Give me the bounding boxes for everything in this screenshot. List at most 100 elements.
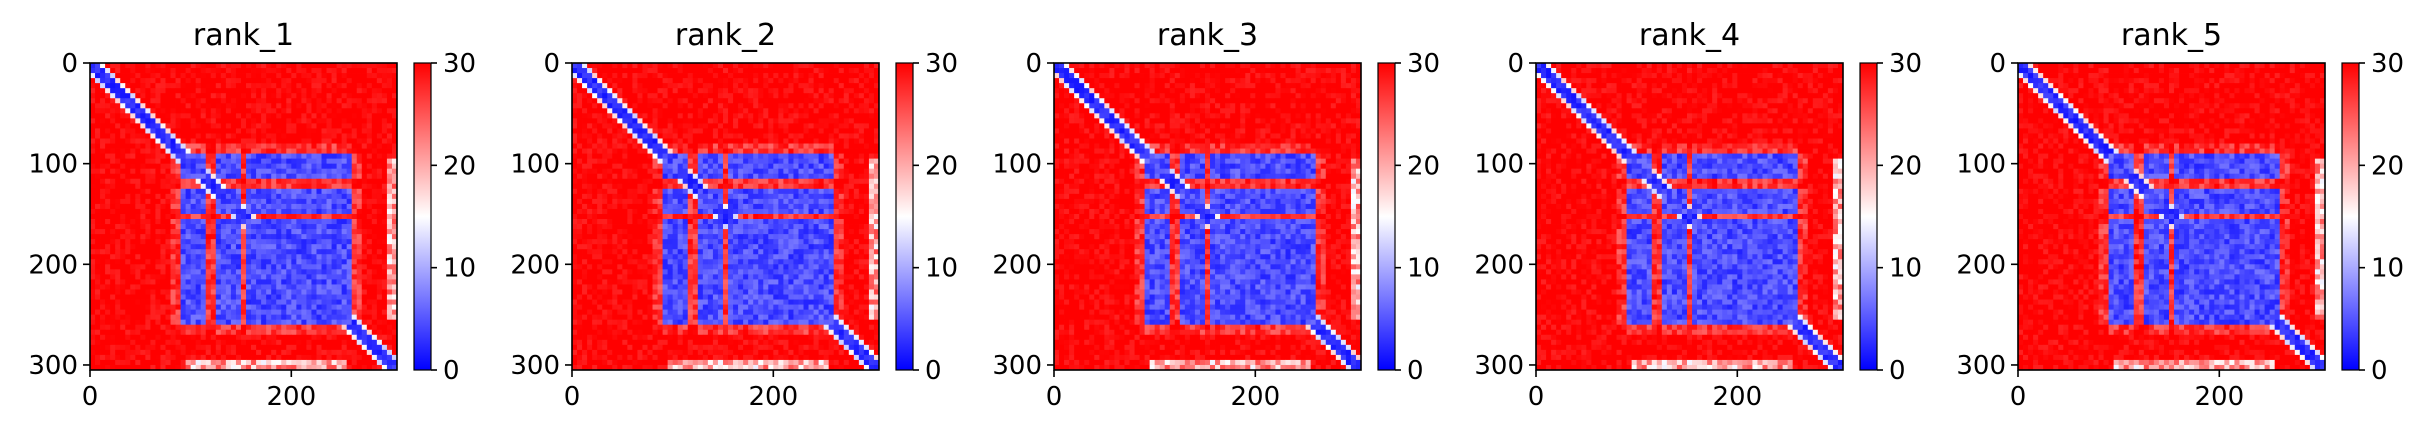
heatmap-cell (708, 73, 713, 78)
heatmap-cell (678, 103, 683, 108)
heatmap-cell (100, 284, 105, 289)
heatmap-cell (327, 169, 332, 174)
heatmap-cell (658, 108, 663, 113)
heatmap-cell (206, 133, 211, 138)
heatmap-cell (160, 295, 165, 300)
heatmap-cell (352, 144, 357, 149)
heatmap-cell (387, 345, 392, 350)
heatmap-cell (120, 289, 125, 294)
heatmap-cell (653, 103, 658, 108)
heatmap-cell (165, 68, 170, 73)
heatmap-cell (377, 345, 382, 350)
heatmap-cell (602, 133, 607, 138)
heatmap-cell (191, 350, 196, 355)
heatmap-cell (256, 310, 261, 315)
heatmap-cell (281, 284, 286, 289)
heatmap-cell (140, 209, 145, 214)
heatmap-cell (246, 98, 251, 103)
heatmap-cell (261, 320, 266, 325)
heatmap-cell (347, 144, 352, 149)
heatmap-cell (758, 98, 763, 103)
heatmap-cell (296, 360, 301, 365)
heatmap-cell (246, 244, 251, 249)
heatmap-cell (145, 174, 150, 179)
heatmap-cell (226, 83, 231, 88)
heatmap-cell (367, 123, 372, 128)
heatmap-cell (150, 259, 155, 264)
heatmap-cell (382, 159, 387, 164)
heatmap-cell (778, 88, 783, 93)
heatmap-cell (181, 279, 186, 284)
heatmap-cell (372, 149, 377, 154)
heatmap-cell (196, 128, 201, 133)
heatmap-cell (306, 93, 311, 98)
heatmap-cell (763, 103, 768, 108)
heatmap-cell (165, 274, 170, 279)
heatmap-cell (181, 340, 186, 345)
heatmap-cell (658, 118, 663, 123)
heatmap-cell (231, 325, 236, 330)
heatmap-cell (372, 335, 377, 340)
heatmap-cell (311, 154, 316, 159)
heatmap-cell (221, 78, 226, 83)
heatmap-cell (352, 340, 357, 345)
heatmap-cell (382, 310, 387, 315)
heatmap-cell (155, 123, 160, 128)
heatmap-cell (206, 68, 211, 73)
panels-container: rank_101002003000 2000102030rank_20100200… (28, 18, 2404, 412)
heatmap-cell (387, 68, 392, 73)
heatmap-cell (251, 194, 256, 199)
heatmap-cell (271, 244, 276, 249)
heatmap-cell (814, 138, 819, 143)
heatmap-cell (347, 204, 352, 209)
heatmap-cell (357, 214, 362, 219)
heatmap-cell (140, 254, 145, 259)
heatmap-cell (155, 315, 160, 320)
heatmap-cell (758, 73, 763, 78)
heatmap-cell (160, 224, 165, 229)
heatmap-cell (251, 254, 256, 259)
heatmap-cell (306, 279, 311, 284)
heatmap-cell (125, 239, 130, 244)
heatmap-cell (105, 330, 110, 335)
heatmap-cell (241, 204, 246, 209)
heatmap-cell (90, 320, 95, 325)
heatmap-cell (160, 123, 165, 128)
heatmap-cell (105, 113, 110, 118)
heatmap-cell (311, 204, 316, 209)
heatmap-cell (768, 93, 773, 98)
heatmap-cell (216, 269, 221, 274)
heatmap-cell (296, 229, 301, 234)
heatmap-cell (256, 189, 261, 194)
heatmap-cell (382, 289, 387, 294)
heatmap-cell (110, 164, 115, 169)
heatmap-cell (226, 350, 231, 355)
heatmap-cell (276, 149, 281, 154)
heatmap-cell (196, 63, 201, 68)
heatmap-cell (160, 259, 165, 264)
heatmap-cell (110, 224, 115, 229)
heatmap-cell (788, 133, 793, 138)
heatmap-cell (632, 88, 637, 93)
heatmap-cell (206, 103, 211, 108)
heatmap-cell (332, 300, 337, 305)
heatmap-cell (281, 199, 286, 204)
heatmap-cell (647, 108, 652, 113)
heatmap-cell (241, 274, 246, 279)
heatmap-cell (352, 98, 357, 103)
heatmap-cell (291, 128, 296, 133)
heatmap-cell (306, 159, 311, 164)
heatmap-cell (176, 295, 181, 300)
heatmap-cell (357, 360, 362, 365)
heatmap-cell (286, 179, 291, 184)
heatmap-cell (140, 295, 145, 300)
heatmap-cell (140, 244, 145, 249)
heatmap-cell (160, 345, 165, 350)
heatmap-cell (301, 254, 306, 259)
heatmap-cell (587, 128, 592, 133)
heatmap-cell (738, 103, 743, 108)
heatmap-cell (582, 78, 587, 83)
heatmap-cell (120, 254, 125, 259)
heatmap-cell (115, 88, 120, 93)
heatmap-cell (296, 244, 301, 249)
